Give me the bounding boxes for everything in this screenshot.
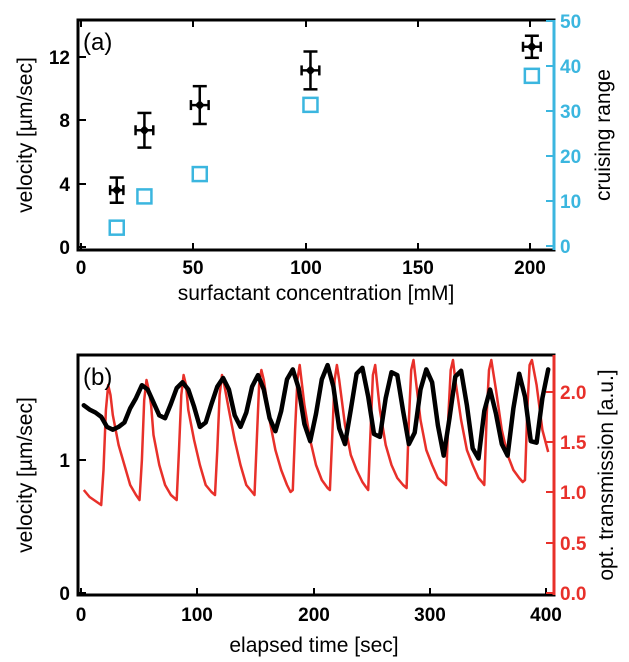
panel-b-y-tick-labels: 0 1 xyxy=(59,451,70,605)
a-xlabel-0: 0 xyxy=(76,258,87,279)
velocity-point xyxy=(526,41,537,52)
a-y2label-40: 40 xyxy=(560,57,581,78)
panel-b-y2-axis-title: opt. transmission [a.u.] xyxy=(595,369,618,580)
b-xlabel-0: 0 xyxy=(76,605,87,626)
a-xlabel-200: 200 xyxy=(514,258,546,279)
a-ylabel-4: 4 xyxy=(59,175,70,196)
b-xlabel-200: 200 xyxy=(298,605,330,626)
velocity-point xyxy=(139,125,150,136)
b-y2label-0: 0.0 xyxy=(560,584,586,605)
a-ylabel-0: 0 xyxy=(59,238,70,259)
panel-b: (b) 0 100 200 300 400 elapsed time [sec]… xyxy=(14,353,618,657)
panel-b-x-tick-labels: 0 100 200 300 400 xyxy=(76,605,562,626)
panel-a-y2-tick-labels: 0 10 20 30 40 50 xyxy=(560,12,581,258)
b-y2label-20: 2.0 xyxy=(560,383,586,404)
cruising-range-point xyxy=(523,67,541,85)
panel-b-marks xyxy=(81,358,551,507)
a-y2label-0: 0 xyxy=(560,237,571,258)
panel-b-y2-tick-labels: 0.0 0.5 1.0 1.5 2.0 xyxy=(560,383,587,605)
b-ylabel-0: 0 xyxy=(59,584,70,605)
a-y2label-30: 30 xyxy=(560,102,581,123)
cruising-range-point xyxy=(191,165,209,183)
a-xlabel-100: 100 xyxy=(290,258,322,279)
panel-a-y2-axis-title: cruising range xyxy=(592,69,615,201)
a-y2label-10: 10 xyxy=(560,192,581,213)
panel-b-label: (b) xyxy=(83,364,112,391)
b-y2label-15: 1.5 xyxy=(560,433,587,454)
panel-a-y-axis-title: velocity [µm/sec] xyxy=(14,57,37,213)
panel-a-y-tick-labels: 0 4 8 12 xyxy=(49,48,71,259)
panel-a-x-tick-labels: 0 50 100 150 200 xyxy=(76,258,546,279)
transmission-line xyxy=(82,358,550,507)
velocity-point xyxy=(111,185,122,196)
a-y2label-20: 20 xyxy=(560,147,581,168)
panel-a-x-axis-title: surfactant concentration [mM] xyxy=(178,282,455,305)
panel-b-y-ticks xyxy=(78,459,86,594)
velocity-point xyxy=(305,65,316,76)
panel-a-frame xyxy=(76,18,556,252)
velocity-point xyxy=(194,100,205,111)
panel-a-marks xyxy=(108,34,542,236)
a-xlabel-50: 50 xyxy=(182,258,203,279)
b-xlabel-300: 300 xyxy=(414,605,446,626)
b-ylabel-1: 1 xyxy=(59,451,70,472)
panel-a-label: (a) xyxy=(83,29,112,56)
panel-b-y-axis-title: velocity [µm/sec] xyxy=(14,397,37,553)
panel-a-x-ticks xyxy=(80,20,531,250)
b-y2label-05: 0.5 xyxy=(560,534,587,555)
panel-a: (a) 0 50 100 150 200 surfactant concentr… xyxy=(14,12,615,305)
panel-b-y2-ticks xyxy=(546,391,554,594)
b-xlabel-100: 100 xyxy=(181,605,213,626)
b-y2label-10: 1.0 xyxy=(560,483,586,504)
a-ylabel-12: 12 xyxy=(49,48,70,69)
cruising-range-point xyxy=(302,96,319,114)
a-ylabel-8: 8 xyxy=(59,111,70,132)
cruising-range-point xyxy=(136,188,153,205)
panel-a-y2-ticks xyxy=(546,20,554,247)
b-xlabel-400: 400 xyxy=(530,605,562,626)
cruising-range-point xyxy=(108,219,125,236)
velocity-line xyxy=(81,362,551,461)
panel-a-y-ticks xyxy=(78,56,86,248)
a-y2label-50: 50 xyxy=(560,12,581,33)
a-xlabel-150: 150 xyxy=(402,258,434,279)
panel-b-x-axis-title: elapsed time [sec] xyxy=(229,634,398,657)
